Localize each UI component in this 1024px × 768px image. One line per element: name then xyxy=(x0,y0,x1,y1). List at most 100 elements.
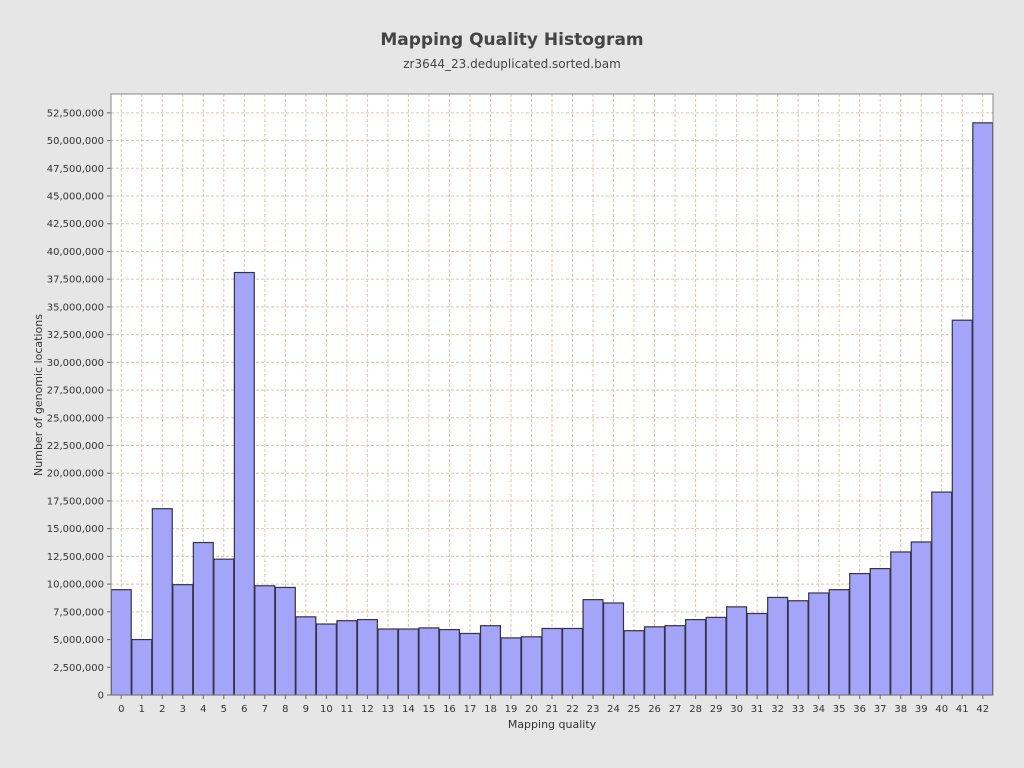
x-tick-label: 6 xyxy=(241,704,247,715)
x-tick-label: 18 xyxy=(484,704,497,715)
y-tick-label: 22,500,000 xyxy=(47,441,104,452)
histogram-bar xyxy=(110,589,132,696)
x-tick-label: 15 xyxy=(423,704,436,715)
y-tick-label: 15,000,000 xyxy=(47,524,104,535)
x-tick-label: 4 xyxy=(200,704,206,715)
histogram-bar xyxy=(602,602,625,696)
y-tick-label: 30,000,000 xyxy=(47,358,104,369)
y-tick-labels: 0 2,500,000 5,000,000 7,500,000 10,000,000 12… xyxy=(47,108,104,701)
x-tick-label: 36 xyxy=(853,704,866,715)
x-tick-label: 9 xyxy=(303,704,309,715)
x-tick-label: 33 xyxy=(792,704,805,715)
x-tick-label: 41 xyxy=(956,704,969,715)
x-tick-label: 24 xyxy=(607,704,620,715)
histogram-bar xyxy=(377,628,399,696)
y-tick-label: 25,000,000 xyxy=(47,413,104,424)
histogram-bar xyxy=(828,589,850,696)
plot-border xyxy=(110,93,994,696)
x-tick-label: 8 xyxy=(282,704,288,715)
x-tick-label: 20 xyxy=(525,704,538,715)
y-tick-label: 10,000,000 xyxy=(47,580,104,591)
y-tick-label: 27,500,000 xyxy=(47,386,104,397)
x-tick-label: 14 xyxy=(402,704,415,715)
histogram-bar xyxy=(315,623,337,696)
histogram-bar xyxy=(664,625,686,696)
y-tick-label: 45,000,000 xyxy=(47,192,104,203)
y-tick-label: 50,000,000 xyxy=(47,136,104,147)
histogram-bar xyxy=(849,572,871,696)
histogram-bar xyxy=(172,584,194,696)
x-axis-label: Mapping quality xyxy=(508,718,597,731)
y-tick-label: 12,500,000 xyxy=(47,552,104,563)
histogram-bar xyxy=(418,627,440,696)
histogram-bar xyxy=(623,630,645,696)
y-tick-label: 52,500,000 xyxy=(47,108,104,119)
x-tick-label: 34 xyxy=(812,704,825,715)
histogram-bar xyxy=(869,567,891,696)
chart-title: Mapping Quality Histogram xyxy=(380,30,644,50)
histogram-bar xyxy=(561,627,584,696)
x-tick-label: 38 xyxy=(894,704,907,715)
histogram-bar xyxy=(274,586,296,696)
bars xyxy=(110,122,994,696)
x-tick-label: 0 xyxy=(118,704,124,715)
y-tick-label: 40,000,000 xyxy=(47,247,104,258)
axes xyxy=(107,93,994,699)
x-tick-label: 7 xyxy=(262,704,268,715)
x-tick-label: 32 xyxy=(771,704,784,715)
x-tick-label: 11 xyxy=(341,704,354,715)
x-tick-label: 26 xyxy=(648,704,661,715)
x-tick-label: 22 xyxy=(566,704,579,715)
histogram-bar xyxy=(520,636,543,696)
histogram-bar xyxy=(479,625,502,696)
histogram-bar xyxy=(705,616,727,696)
histogram-bar xyxy=(910,541,932,696)
y-tick-label: 37,500,000 xyxy=(47,275,104,286)
x-tick-label: 29 xyxy=(710,704,723,715)
histogram-bar xyxy=(951,319,973,696)
x-tick-label: 2 xyxy=(159,704,165,715)
x-tick-label: 21 xyxy=(546,704,559,715)
y-tick-label: 2,500,000 xyxy=(53,663,104,674)
x-tick-label: 37 xyxy=(874,704,887,715)
histogram-bar xyxy=(254,585,276,696)
x-tick-labels: 0 1 2 3 4 5 6 7 8 9 10 11 12 13 14 15 16 17 18 19 20 21 22 23 24… xyxy=(118,704,989,715)
y-tick-label: 5,000,000 xyxy=(53,635,104,646)
x-tick-label: 40 xyxy=(935,704,948,715)
x-tick-label: 31 xyxy=(751,704,764,715)
histogram-bar xyxy=(787,600,809,696)
y-axis-label: Number of genomic locations xyxy=(32,314,45,476)
x-tick-label: 23 xyxy=(587,704,600,715)
histogram-bar xyxy=(295,616,317,696)
histogram-bar xyxy=(151,508,173,696)
histogram-bar xyxy=(890,551,912,696)
y-tick-label: 47,500,000 xyxy=(47,164,104,175)
histogram-bar xyxy=(459,632,481,696)
histogram-bar xyxy=(644,626,666,696)
histogram-bar xyxy=(192,541,214,696)
x-tick-label: 35 xyxy=(833,704,846,715)
histogram-bar xyxy=(808,592,830,696)
histogram-bar xyxy=(233,271,255,696)
y-tick-label: 7,500,000 xyxy=(53,607,104,618)
x-tick-label: 42 xyxy=(976,704,989,715)
x-tick-label: 10 xyxy=(320,704,333,715)
histogram-bar xyxy=(336,620,358,696)
x-tick-label: 17 xyxy=(464,704,477,715)
x-tick-label: 1 xyxy=(139,704,145,715)
histogram-bar xyxy=(931,491,953,696)
histogram-bar xyxy=(972,122,994,696)
histogram-bar xyxy=(541,627,563,696)
x-tick-label: 5 xyxy=(221,704,227,715)
y-tick-label: 35,000,000 xyxy=(47,302,104,313)
y-tick-label: 42,500,000 xyxy=(47,219,104,230)
histogram-bar xyxy=(767,596,789,696)
histogram-bar xyxy=(131,638,153,696)
grid-lines xyxy=(111,94,993,695)
x-tick-label: 13 xyxy=(382,704,395,715)
y-tick-label: 0 xyxy=(98,691,104,702)
y-tick-label: 17,500,000 xyxy=(47,496,104,507)
chart-subtitle: zr3644_23.deduplicated.sorted.bam xyxy=(403,57,621,71)
histogram-bar xyxy=(356,618,378,696)
x-tick-label: 16 xyxy=(443,704,456,715)
